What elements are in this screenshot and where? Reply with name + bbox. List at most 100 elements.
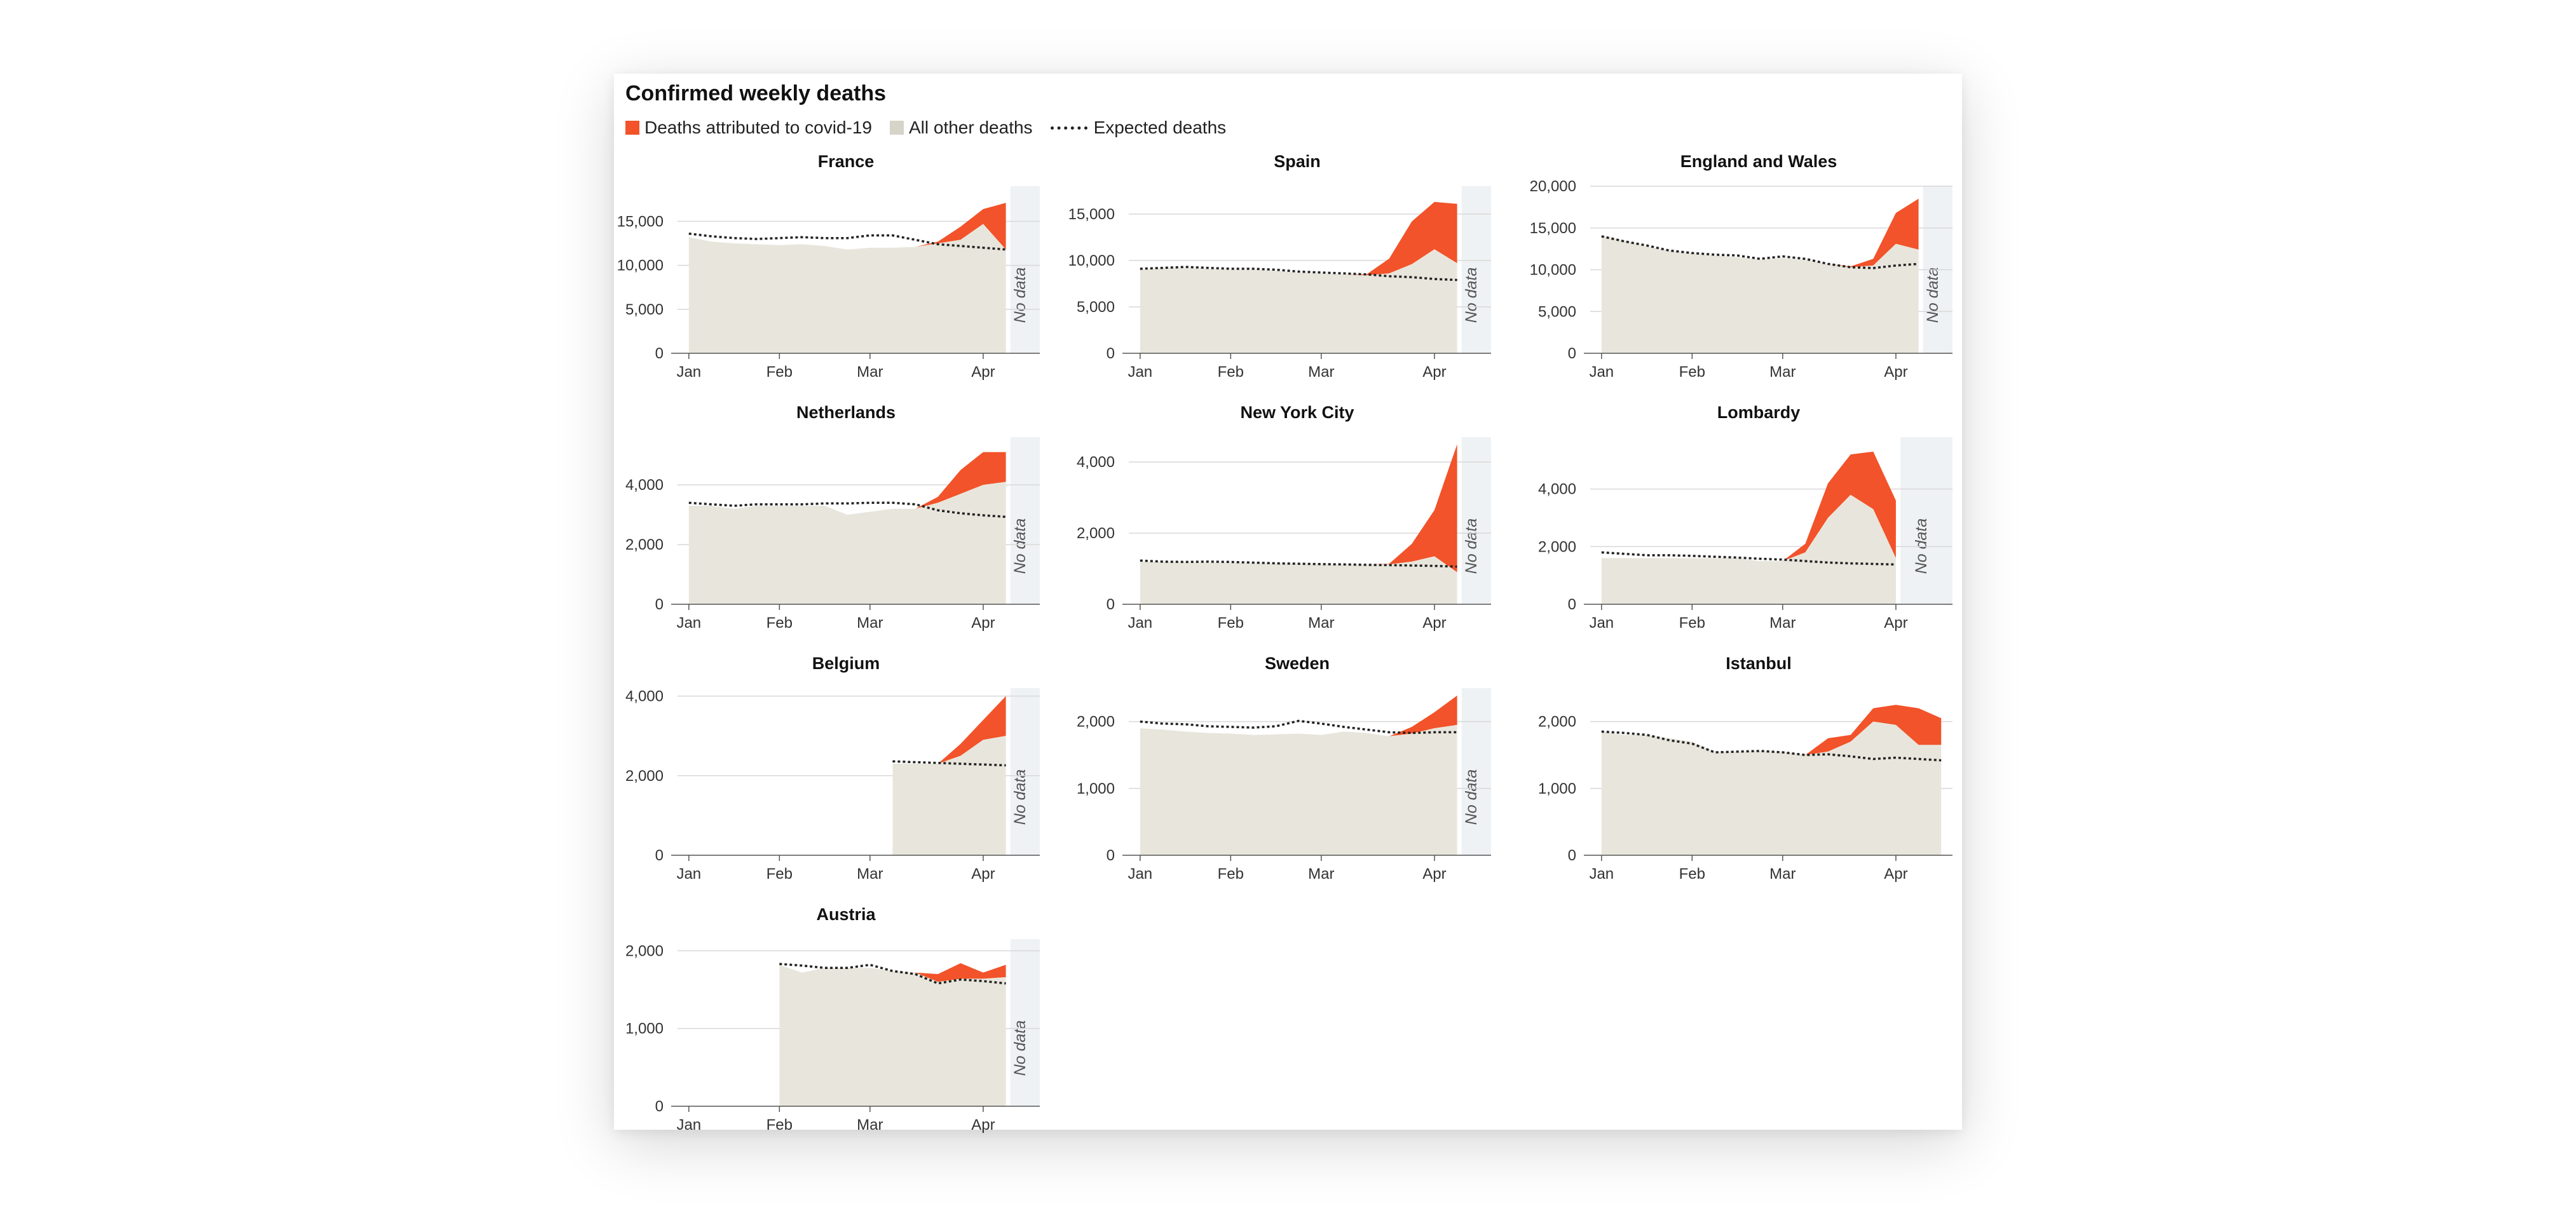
y-tick-label: 15,000 — [1068, 206, 1115, 223]
panel-title: Belgium — [812, 654, 880, 673]
x-tick-label: Feb — [1218, 865, 1244, 883]
no-data-label: No data — [1924, 268, 1942, 323]
x-tick-label: Apr — [971, 614, 995, 632]
other-deaths-area — [892, 736, 1006, 855]
y-tick-label: 5,000 — [1077, 299, 1115, 316]
y-tick-label: 0 — [1568, 847, 1576, 864]
no-data-band — [1010, 688, 1040, 855]
other-deaths-area — [1601, 494, 1896, 604]
panel-belgium: Belgium No data 0 2,000 4,000 Jan Feb Mar Apr — [625, 654, 1040, 883]
expected-deaths-line — [1140, 266, 1457, 281]
covid-deaths-area — [1601, 451, 1896, 561]
no-data-band — [1010, 186, 1040, 353]
y-tick-label: 20,000 — [1530, 178, 1576, 195]
x-tick-label: Jan — [676, 1116, 701, 1134]
y-tick-label: 0 — [655, 1098, 664, 1115]
y-tick-label: 1,000 — [625, 1020, 664, 1038]
y-tick-label: 0 — [1568, 345, 1576, 362]
y-tick-label: 2,000 — [1538, 714, 1576, 731]
covid-deaths-area — [1140, 201, 1457, 276]
y-tick-label: 0 — [655, 596, 664, 613]
panel-title: Sweden — [1265, 654, 1330, 673]
x-tick-label: Mar — [857, 363, 883, 381]
y-tick-label: 15,000 — [1530, 220, 1576, 237]
panel-new-york-city: New York City No data 0 2,000 4,000 Jan Feb Mar… — [1077, 403, 1491, 632]
chart-panels: France No data 0 5,000 10,000 15,000 Jan Feb Mar… — [614, 74, 1962, 1134]
legend: Deaths attributed to covid-19 All other … — [625, 114, 1244, 141]
panel-lombardy: Lombardy No data 0 2,000 4,000 Jan Feb Mar Apr — [1538, 403, 1952, 632]
y-tick-label: 0 — [1107, 596, 1115, 613]
no-data-label: No data — [1011, 1020, 1029, 1076]
expected-deaths-line — [1140, 719, 1457, 735]
panel-sweden: Sweden No data 0 1,000 2,000 Jan Feb Mar Apr — [1077, 654, 1491, 883]
covid-deaths-area — [1140, 444, 1457, 573]
y-tick-label: 0 — [1107, 345, 1115, 362]
other-deaths-area — [779, 965, 1006, 1106]
y-tick-label: 2,000 — [625, 536, 664, 553]
x-tick-label: Apr — [971, 865, 995, 883]
other-deaths-area — [1601, 721, 1942, 855]
x-tick-label: Feb — [1218, 363, 1244, 381]
no-data-label: No data — [1011, 518, 1029, 574]
x-tick-label: Apr — [1884, 363, 1907, 381]
expected-deaths-line — [688, 501, 1006, 518]
legend-other: All other deaths — [889, 118, 1033, 138]
panel-austria: Austria No data 0 1,000 2,000 Jan Feb Mar Apr — [625, 905, 1040, 1134]
no-data-label: No data — [1011, 268, 1029, 323]
covid-deaths-area — [1140, 695, 1457, 736]
legend-other-swatch — [889, 121, 904, 135]
panel-title: New York City — [1240, 403, 1354, 422]
legend-expected-line — [1050, 126, 1087, 130]
y-tick-label: 0 — [1568, 596, 1576, 613]
other-deaths-area — [1140, 724, 1457, 855]
y-tick-label: 5,000 — [625, 301, 664, 318]
x-tick-label: Jan — [1128, 363, 1152, 381]
y-tick-label: 15,000 — [617, 213, 664, 230]
legend-covid-label: Deaths attributed to covid-19 — [644, 118, 872, 137]
x-tick-label: Jan — [1128, 614, 1152, 632]
y-tick-label: 0 — [1107, 847, 1115, 864]
x-tick-label: Apr — [1422, 865, 1446, 883]
y-tick-label: 2,000 — [625, 942, 664, 959]
y-tick-label: 2,000 — [1077, 525, 1115, 542]
panel-spain: Spain No data 0 5,000 10,000 15,000 Jan Feb Mar A… — [1068, 152, 1491, 381]
panel-title: England and Wales — [1680, 152, 1837, 171]
no-data-band — [1900, 437, 1952, 604]
x-tick-label: Feb — [767, 1116, 793, 1134]
x-tick-label: Feb — [1679, 865, 1705, 883]
x-tick-label: Feb — [767, 363, 793, 381]
y-tick-label: 1,000 — [1077, 780, 1115, 797]
x-tick-label: Mar — [1769, 865, 1796, 883]
y-tick-label: 10,000 — [1530, 262, 1576, 279]
panel-france: France No data 0 5,000 10,000 15,000 Jan Feb Mar… — [617, 152, 1040, 381]
covid-deaths-area — [779, 963, 1006, 982]
chart-title: Confirmed weekly deaths — [625, 81, 887, 105]
panel-title: France — [818, 152, 875, 171]
no-data-label: No data — [1462, 518, 1480, 574]
other-deaths-area — [688, 482, 1006, 604]
panel-england-and-wales: England and Wales No data 0 5,000 10,000 15,0… — [1530, 152, 1952, 381]
y-tick-label: 10,000 — [617, 257, 664, 274]
x-tick-label: Apr — [971, 363, 995, 381]
no-data-band — [1461, 688, 1491, 855]
panel-title: Austria — [816, 905, 876, 924]
x-tick-label: Apr — [1884, 865, 1907, 883]
legend-expected: Expected deaths — [1050, 118, 1226, 138]
other-deaths-area — [1601, 235, 1919, 353]
x-tick-label: Apr — [1884, 614, 1907, 632]
no-data-label: No data — [1462, 769, 1480, 825]
no-data-label: No data — [1011, 769, 1029, 825]
panel-istanbul: Istanbul 0 1,000 2,000 Jan Feb Mar Apr — [1538, 654, 1952, 883]
x-tick-label: Jan — [676, 865, 701, 883]
other-deaths-area — [1140, 556, 1457, 604]
panel-title: Istanbul — [1726, 654, 1792, 673]
expected-deaths-line — [688, 232, 1006, 251]
x-tick-label: Jan — [676, 614, 701, 632]
x-tick-label: Mar — [857, 865, 883, 883]
other-deaths-area — [688, 224, 1006, 353]
expected-deaths-line — [779, 963, 1006, 985]
x-tick-label: Jan — [676, 363, 701, 381]
y-tick-label: 0 — [655, 345, 664, 362]
covid-deaths-area — [892, 696, 1006, 764]
y-tick-label: 1,000 — [1538, 780, 1576, 797]
